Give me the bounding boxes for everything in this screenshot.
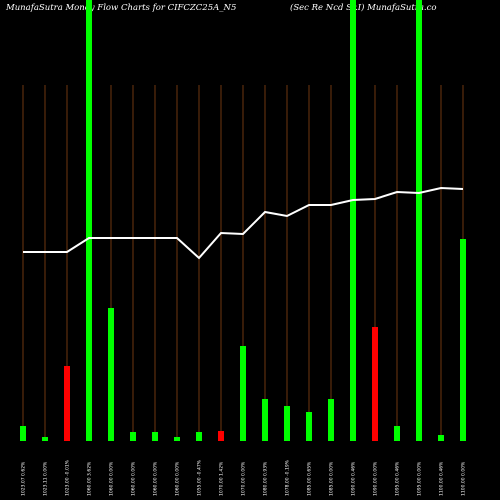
bar: [174, 437, 180, 441]
x-tick-label: 1023.07 0.62%: [21, 461, 27, 496]
bar: [240, 346, 246, 441]
chart-title: MunafaSutra Money Flow Charts for CIFCZC…: [5, 3, 236, 13]
x-tick-label: 1095.00 0.46%: [395, 461, 401, 496]
x-tick-label: 1060.00 0.00%: [109, 461, 115, 496]
x-tick-label: 1055.00 -0.47%: [197, 459, 203, 496]
bar: [306, 412, 312, 441]
bar: [350, 0, 356, 441]
x-tick-label: 1060.00 0.00%: [153, 461, 159, 496]
x-tick-label: 1023.11 0.00%: [43, 461, 49, 496]
x-tick-label: 1080.00 0.93%: [263, 461, 269, 496]
bar: [372, 327, 378, 441]
bar: [152, 432, 158, 441]
x-tick-label: 1085.00 0.00%: [329, 461, 335, 496]
x-tick-label: 1060.00 3.62%: [87, 461, 93, 496]
x-tick-label: 1060.00 0.00%: [131, 461, 137, 496]
bar: [460, 239, 466, 441]
bar: [20, 426, 26, 441]
bar: [196, 432, 202, 441]
bar: [438, 435, 444, 441]
bar: [416, 0, 422, 441]
bar: [64, 366, 70, 441]
x-tick-label: 1100.00 0.00%: [461, 461, 467, 496]
chart-subtitle: (Sec Re Ncd Sr.I) MunafaSutra.co: [290, 2, 437, 13]
x-tick-label: 1095.00 0.00%: [417, 461, 423, 496]
x-tick-label: 1023.00 -0.01%: [65, 459, 71, 496]
bar: [328, 399, 334, 441]
x-tick-label: 1070.00 1.42%: [219, 461, 225, 496]
bar: [130, 432, 136, 441]
bar: [262, 399, 268, 441]
price-line: [23, 186, 464, 260]
x-tick-label: 1078.00 -0.19%: [285, 459, 291, 496]
bar: [108, 308, 114, 441]
bar: [394, 426, 400, 441]
x-tick-label: 1090.00 0.00%: [373, 461, 379, 496]
x-tick-label: 1070.00 0.00%: [241, 461, 247, 496]
x-tick-label: 1090.00 0.46%: [351, 461, 357, 496]
bar: [86, 0, 92, 441]
bar: [42, 437, 48, 441]
bar: [218, 431, 224, 441]
x-tick-label: 1060.00 0.00%: [175, 461, 181, 496]
x-tick-label: 1085.00 0.65%: [307, 461, 313, 496]
bar: [284, 406, 290, 441]
x-tick-label: 1100.00 0.46%: [439, 461, 445, 496]
